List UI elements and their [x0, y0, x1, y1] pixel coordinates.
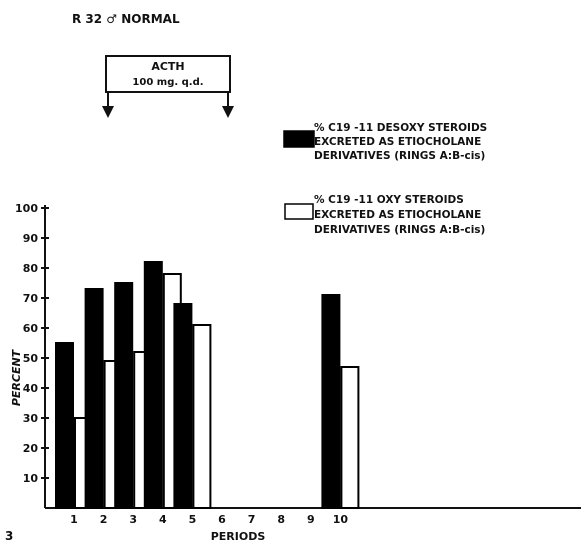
- acth-dose-label: 100 mg. q.d.: [132, 77, 203, 88]
- x-tick-label: 3: [129, 513, 137, 526]
- x-tick-label: 2: [100, 513, 108, 526]
- y-tick-label: 20: [23, 442, 39, 455]
- legend-desoxy-line-3: DERIVATIVES (RINGS A:B-cis): [314, 150, 485, 162]
- x-tick-label: 6: [218, 513, 226, 526]
- x-tick-label: 7: [248, 513, 256, 526]
- y-tick-label: 50: [23, 352, 39, 365]
- legend-swatch-desoxy: [283, 130, 315, 148]
- y-tick-label: 10: [23, 472, 39, 485]
- subject-label: R 32 ♂ NORMAL: [72, 12, 180, 26]
- x-tick-label: 5: [189, 513, 197, 526]
- bar-desoxy: [143, 261, 163, 509]
- bar-desoxy: [55, 342, 74, 509]
- x-tick-label: 8: [277, 513, 285, 526]
- legend-oxy-line-3: DERIVATIVES (RINGS A:B-cis): [314, 224, 485, 236]
- legend-swatch-oxy: [284, 203, 314, 220]
- ticks: 10 20 30 40 50 60 70 80 90 100 1 2 3 4 5 6 7 8 9 10: [15, 202, 348, 526]
- y-tick-label: 70: [23, 292, 39, 305]
- x-tick-label: 10: [333, 513, 349, 526]
- bar-desoxy: [114, 282, 134, 509]
- legend: % C19 -11 DESOXY STEROIDS EXCRETED AS ET…: [283, 122, 487, 236]
- y-tick-label: 90: [23, 232, 39, 245]
- figure-number: 3: [5, 529, 13, 543]
- legend-desoxy-line-2: EXCRETED AS ETIOCHOLANE: [314, 136, 481, 148]
- y-tick-label: 40: [23, 382, 39, 395]
- legend-oxy-line-2: EXCRETED AS ETIOCHOLANE: [314, 209, 481, 221]
- legend-oxy-line-1: % C19 -11 OXY STEROIDS: [314, 194, 464, 206]
- y-tick-label: 100: [15, 202, 38, 215]
- acth-start-arrow-head: [102, 106, 114, 118]
- acth-label: ACTH: [151, 60, 184, 73]
- x-tick-label: 1: [70, 513, 78, 526]
- bar-desoxy: [173, 303, 193, 509]
- bar-oxy: [340, 366, 360, 509]
- bar-desoxy: [84, 288, 104, 509]
- y-axis-title: PERCENT: [10, 348, 23, 406]
- bar-desoxy: [321, 294, 341, 509]
- y-tick-label: 60: [23, 322, 39, 335]
- legend-desoxy-line-1: % C19 -11 DESOXY STEROIDS: [314, 122, 487, 134]
- x-tick-label: 9: [307, 513, 315, 526]
- x-tick-label: 4: [159, 513, 167, 526]
- y-tick-label: 30: [23, 412, 39, 425]
- bars: [55, 261, 360, 509]
- x-axis-title: PERIODS: [211, 530, 266, 543]
- bar-oxy: [192, 324, 212, 509]
- y-tick-label: 80: [23, 262, 39, 275]
- acth-box: [105, 55, 231, 93]
- acth-end-arrow-head: [222, 106, 234, 118]
